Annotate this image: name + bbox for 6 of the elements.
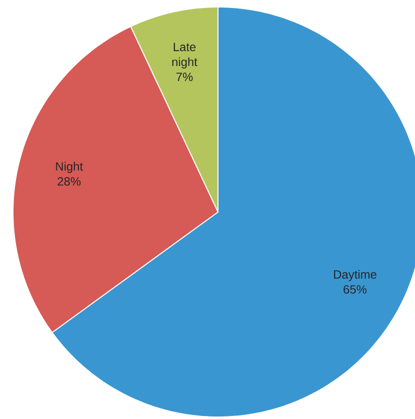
- slice-label: Daytime: [334, 270, 376, 282]
- slice-label: Late night: [172, 42, 198, 69]
- slice-label: Night: [56, 162, 83, 174]
- data-label: 65%: [344, 285, 367, 294]
- data-label: 28%: [58, 177, 81, 186]
- data-label: 7%: [176, 72, 193, 82]
